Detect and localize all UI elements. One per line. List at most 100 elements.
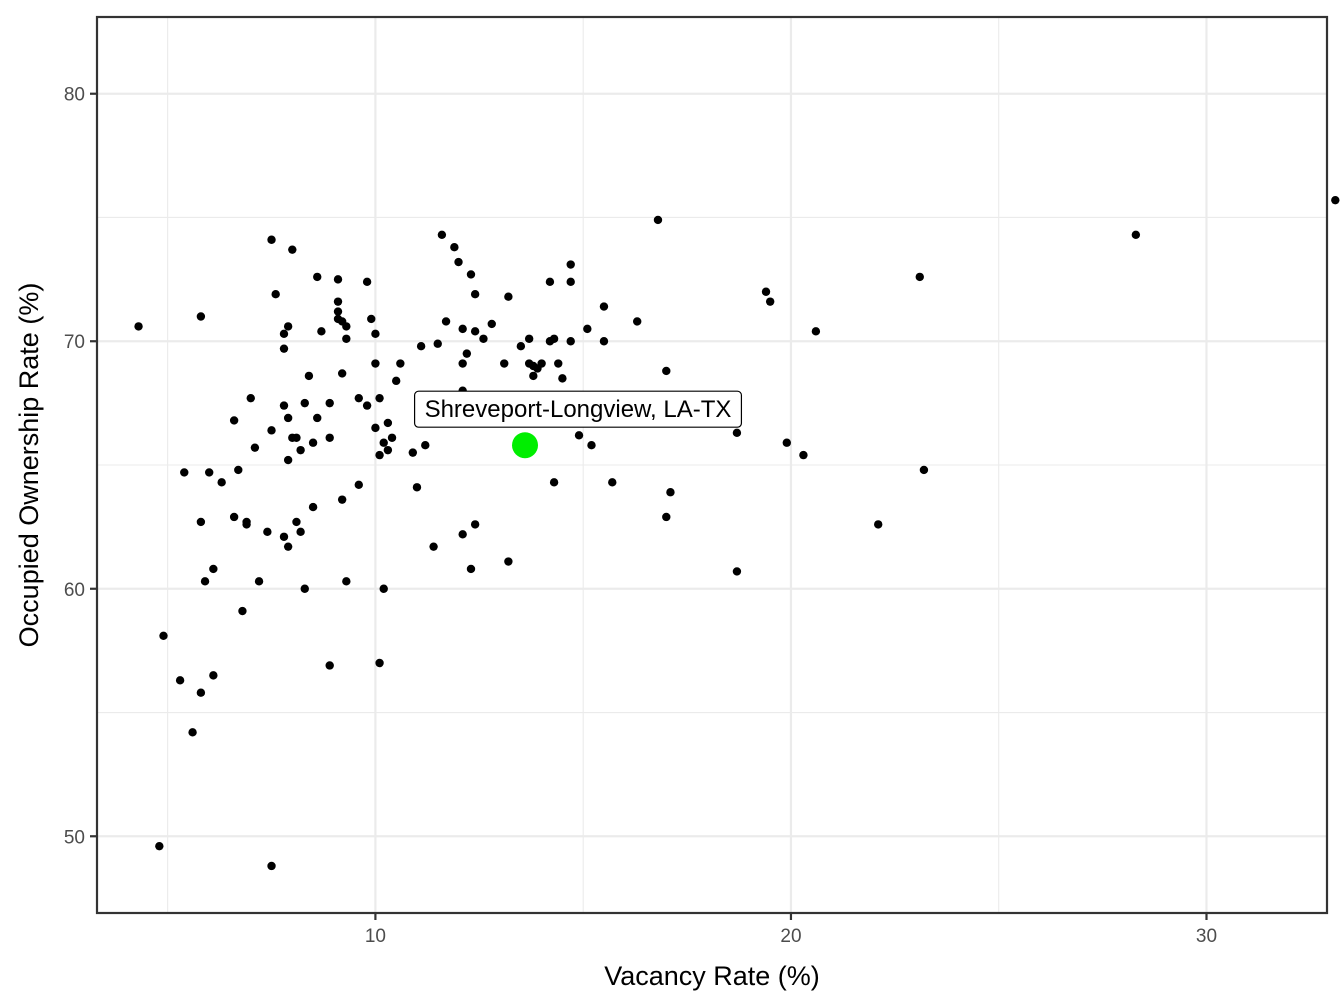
data-point <box>325 398 334 408</box>
data-point <box>267 426 276 435</box>
data-point <box>599 302 609 311</box>
data-point <box>367 314 376 324</box>
data-point <box>450 242 459 252</box>
data-point <box>383 418 393 428</box>
data-point <box>313 413 322 423</box>
data-point <box>375 658 384 668</box>
data-point <box>354 393 363 403</box>
x-tick-label: 10 <box>365 926 386 947</box>
axis-ticks: 10 20 30 50 60 70 80 <box>64 85 1217 947</box>
data-point <box>470 520 480 529</box>
y-axis-title: Occupied Ownership Rate (%) <box>14 283 44 648</box>
data-point <box>732 567 742 576</box>
data-point <box>325 661 334 670</box>
data-point <box>732 428 742 438</box>
y-tick-label: 60 <box>64 580 85 601</box>
data-point <box>304 371 314 381</box>
data-point <box>300 398 309 408</box>
data-point <box>633 317 642 326</box>
data-point <box>362 277 372 287</box>
data-point <box>196 517 206 527</box>
data-point <box>279 344 289 353</box>
data-point <box>379 584 388 593</box>
data-point <box>362 401 372 410</box>
data-point <box>433 339 442 348</box>
data-point <box>254 577 264 586</box>
data-point <box>782 438 791 447</box>
data-point <box>529 371 538 381</box>
data-point <box>599 337 609 346</box>
data-point <box>412 483 422 492</box>
data-point <box>545 277 555 287</box>
x-tick-label: 20 <box>780 926 801 947</box>
data-point <box>458 324 467 334</box>
data-point <box>209 564 218 574</box>
data-point <box>387 433 397 442</box>
data-point <box>300 584 309 593</box>
data-point <box>811 327 821 336</box>
data-point <box>516 341 526 351</box>
data-point <box>288 245 297 254</box>
data-point <box>653 215 663 225</box>
data-point <box>337 369 347 378</box>
highlight-group: Shreveport-Longview, LA-TX <box>413 390 743 459</box>
data-point <box>662 366 671 376</box>
data-point <box>441 317 451 326</box>
data-point <box>229 512 239 522</box>
data-point <box>566 337 575 346</box>
data-point <box>200 577 210 586</box>
data-point <box>470 327 480 336</box>
data-point <box>537 359 546 368</box>
data-point <box>217 478 226 487</box>
data-point <box>608 478 617 487</box>
data-point <box>333 307 343 316</box>
data-point <box>180 468 189 477</box>
data-point <box>196 688 206 697</box>
data-point <box>396 359 405 368</box>
data-point <box>296 527 305 537</box>
data-point <box>479 334 488 343</box>
data-point <box>308 502 318 512</box>
y-tick-label: 80 <box>64 85 85 106</box>
data-point <box>574 431 584 440</box>
y-tick-label: 70 <box>64 332 85 353</box>
data-point <box>342 334 351 343</box>
data-point <box>283 413 293 423</box>
data-point <box>354 480 363 490</box>
data-point <box>155 841 164 851</box>
data-point <box>296 445 305 455</box>
data-point <box>196 312 206 321</box>
data-point <box>134 322 143 331</box>
data-point <box>391 376 401 386</box>
data-point <box>500 359 509 368</box>
data-point <box>383 445 393 455</box>
data-point <box>566 260 575 269</box>
highlight-label: Shreveport-Longview, LA-TX <box>425 396 732 423</box>
data-point <box>466 564 476 574</box>
data-point <box>416 341 426 351</box>
data-point <box>204 468 214 477</box>
data-point <box>379 438 388 447</box>
data-point <box>487 319 496 329</box>
data-point <box>267 235 276 244</box>
data-point <box>271 290 280 299</box>
data-point <box>549 334 559 343</box>
data-point <box>292 433 301 442</box>
data-point <box>874 520 883 529</box>
data-point <box>458 359 467 368</box>
data-point <box>421 440 430 450</box>
data-point <box>234 465 243 475</box>
data-point <box>325 433 334 442</box>
data-point <box>554 359 563 368</box>
data-point <box>1331 195 1340 205</box>
data-point <box>466 270 476 279</box>
data-point <box>229 416 239 425</box>
data-point <box>504 557 513 566</box>
data-point <box>238 606 247 616</box>
data-point <box>587 440 596 450</box>
data-point <box>175 676 185 685</box>
data-point <box>761 287 771 296</box>
highlight-point <box>512 432 539 459</box>
data-point <box>342 322 351 331</box>
